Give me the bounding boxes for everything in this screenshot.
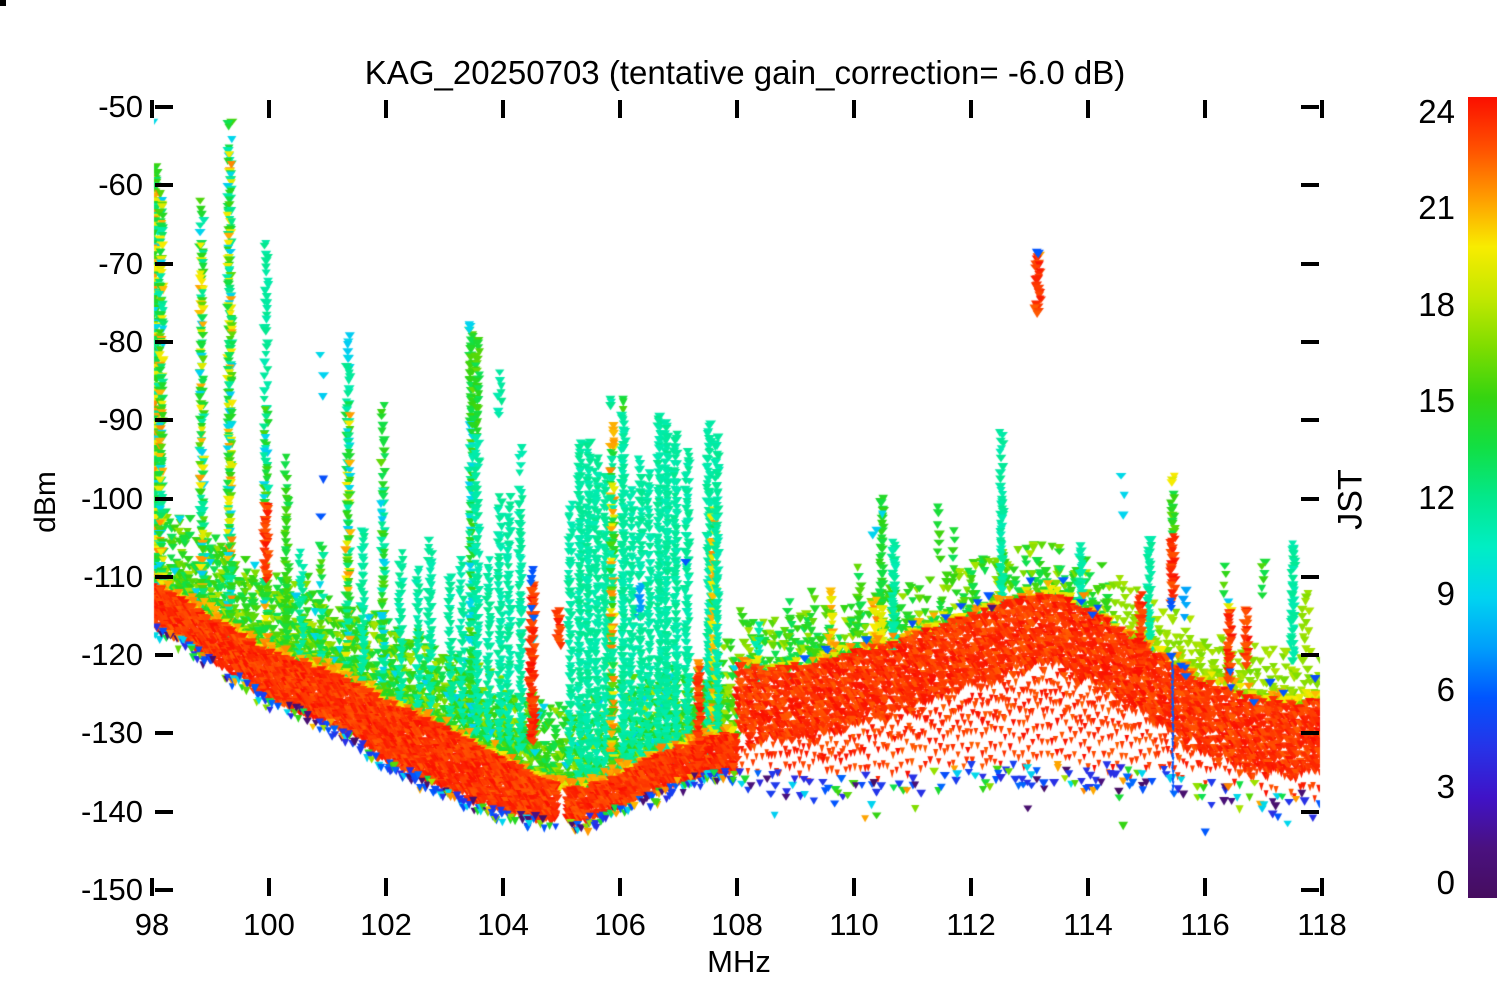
colorbar-label: JST — [1331, 469, 1370, 530]
chart-title: KAG_20250703 (tentative gain_correction=… — [364, 54, 1126, 91]
colorbar-tick-label-9: 9 — [1436, 574, 1455, 612]
colorbar-gradient — [1468, 97, 1497, 898]
x-tick-label-116: 116 — [1180, 907, 1230, 942]
y-tick-left--70 — [155, 261, 173, 266]
y-tick-right--50 — [1301, 105, 1319, 109]
y-tick-right--70 — [1301, 261, 1319, 266]
x-tick-bottom-116 — [1203, 878, 1207, 896]
x-tick-bottom-106 — [618, 878, 622, 896]
y-tick-right--140 — [1301, 809, 1319, 814]
y-axis-label: dBm — [29, 471, 62, 533]
y-tick-label--120: -120 — [80, 637, 143, 673]
x-tick-bottom-100 — [267, 878, 271, 896]
x-tick-bottom-102 — [384, 878, 388, 896]
colorbar-tick-label-6: 6 — [1436, 671, 1455, 709]
y-tick-label--140: -140 — [80, 793, 143, 829]
colorbar-tick-label-3: 3 — [1436, 767, 1455, 805]
y-tick-left--80 — [155, 339, 173, 344]
y-tick-left--130 — [155, 731, 173, 736]
x-axis-label: MHz — [707, 944, 771, 979]
x-tick-bottom-104 — [501, 878, 505, 896]
x-tick-top-98 — [150, 100, 154, 118]
x-tick-top-106 — [618, 100, 622, 118]
x-tick-label-104: 104 — [477, 907, 529, 942]
colorbar-tick-label-18: 18 — [1418, 285, 1455, 323]
y-tick-label--70: -70 — [98, 245, 143, 281]
y-tick-label--150: -150 — [80, 872, 143, 907]
y-tick-left--90 — [155, 418, 173, 423]
x-tick-bottom-118 — [1320, 878, 1324, 896]
y-tick-right--130 — [1301, 731, 1319, 736]
y-tick-left--120 — [155, 653, 173, 658]
x-tick-top-102 — [384, 100, 388, 118]
y-tick-left--100 — [155, 496, 173, 501]
y-tick-label--130: -130 — [80, 715, 143, 751]
x-tick-top-112 — [969, 100, 973, 118]
y-tick-left--150 — [155, 888, 173, 892]
colorbar-tick-label-12: 12 — [1418, 478, 1455, 516]
y-tick-right--60 — [1301, 183, 1319, 188]
y-tick-label--100: -100 — [80, 480, 143, 516]
y-tick-right--120 — [1301, 653, 1319, 658]
colorbar-tick-label-21: 21 — [1418, 189, 1455, 227]
x-tick-top-110 — [852, 100, 856, 118]
x-tick-bottom-98 — [150, 878, 154, 896]
colorbar-tick-label-15: 15 — [1418, 382, 1455, 420]
x-tick-label-114: 114 — [1063, 907, 1113, 942]
colorbar-tick-label-24: 24 — [1418, 93, 1455, 130]
y-tick-label--80: -80 — [98, 323, 143, 359]
x-tick-top-104 — [501, 100, 505, 118]
y-tick-left--50 — [155, 105, 173, 109]
x-tick-top-100 — [267, 100, 271, 118]
plot-frame — [0, 0, 6, 6]
x-tick-label-98: 98 — [134, 907, 170, 942]
x-tick-label-106: 106 — [594, 907, 646, 942]
x-tick-label-118: 118 — [1297, 907, 1347, 942]
x-tick-label-110: 110 — [829, 907, 879, 942]
x-tick-label-108: 108 — [711, 907, 763, 942]
x-tick-top-114 — [1086, 100, 1090, 118]
y-tick-label--50: -50 — [98, 89, 143, 124]
y-tick-right--150 — [1301, 888, 1319, 892]
x-tick-bottom-108 — [735, 878, 739, 896]
x-tick-bottom-110 — [852, 878, 856, 896]
x-tick-label-102: 102 — [360, 907, 412, 942]
y-tick-label--60: -60 — [98, 167, 143, 203]
y-tick-right--80 — [1301, 339, 1319, 344]
x-tick-label-100: 100 — [243, 907, 295, 942]
y-tick-right--110 — [1301, 574, 1319, 579]
y-tick-left--60 — [155, 183, 173, 188]
y-tick-left--140 — [155, 809, 173, 814]
y-tick-left--110 — [155, 574, 173, 579]
y-tick-label--110: -110 — [83, 558, 143, 594]
x-tick-top-116 — [1203, 100, 1207, 118]
colorbar-tick-label-0: 0 — [1436, 864, 1455, 901]
x-tick-top-118 — [1320, 100, 1324, 118]
x-tick-top-108 — [735, 100, 739, 118]
y-tick-label--90: -90 — [98, 402, 143, 438]
x-tick-bottom-112 — [969, 878, 973, 896]
x-tick-label-112: 112 — [946, 907, 996, 942]
y-tick-right--100 — [1301, 496, 1319, 501]
y-tick-right--90 — [1301, 418, 1319, 423]
x-tick-bottom-114 — [1086, 878, 1090, 896]
